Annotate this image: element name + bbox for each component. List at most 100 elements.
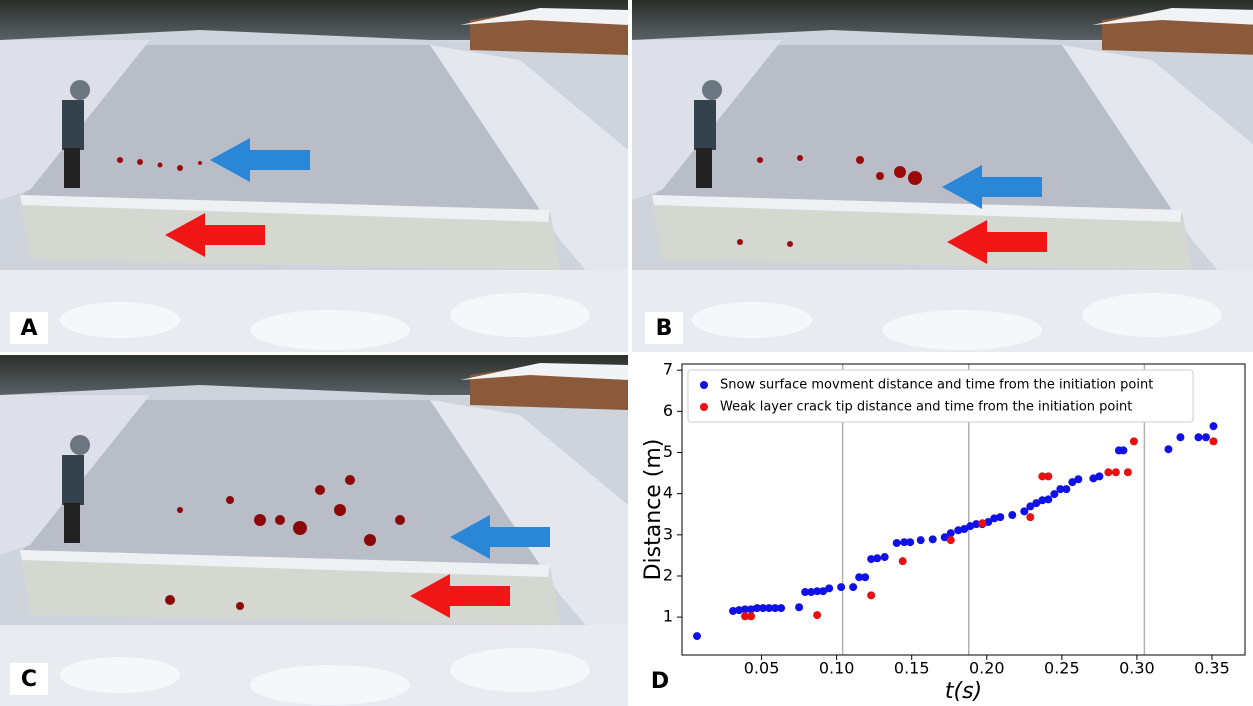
point bbox=[940, 533, 949, 542]
point bbox=[867, 591, 876, 600]
point bbox=[1201, 433, 1210, 442]
point bbox=[990, 514, 999, 523]
point bbox=[693, 632, 702, 641]
point bbox=[1044, 472, 1053, 481]
chart: 0.05 0.10 0.15 0.20 0.25 0.30 0.35 1 2 3 4 5 6 7 t(s) D… bbox=[641, 360, 1246, 704]
point bbox=[984, 518, 993, 527]
y-tick-label: 3 bbox=[663, 524, 673, 543]
point bbox=[801, 588, 810, 597]
point bbox=[1095, 472, 1104, 481]
y-tick-label: 4 bbox=[663, 483, 673, 502]
point bbox=[1038, 496, 1047, 505]
panel-label: B bbox=[656, 316, 673, 341]
point bbox=[1164, 445, 1173, 454]
point bbox=[1089, 474, 1098, 483]
x-tick-label: 0.05 bbox=[744, 659, 780, 678]
point bbox=[892, 539, 901, 548]
point bbox=[1044, 495, 1053, 504]
point bbox=[1104, 468, 1113, 477]
point bbox=[759, 604, 768, 613]
point bbox=[906, 538, 915, 547]
point bbox=[972, 520, 981, 529]
point bbox=[825, 584, 834, 593]
point bbox=[916, 536, 925, 545]
point bbox=[946, 536, 955, 545]
point bbox=[867, 555, 876, 564]
point bbox=[1038, 472, 1047, 481]
legend-label: Snow surface movment distance and time f… bbox=[720, 378, 1153, 393]
point bbox=[960, 525, 969, 534]
point bbox=[777, 604, 786, 613]
point bbox=[1119, 446, 1128, 455]
point bbox=[978, 519, 987, 528]
point bbox=[1129, 437, 1138, 446]
x-tick-label: 0.30 bbox=[1119, 659, 1155, 678]
point bbox=[900, 538, 909, 547]
y-tick-label: 6 bbox=[663, 401, 673, 420]
legend-marker bbox=[700, 403, 708, 411]
point bbox=[873, 554, 882, 563]
x-axis-label: t(s) bbox=[945, 679, 982, 704]
point bbox=[747, 605, 756, 614]
point bbox=[1123, 468, 1132, 477]
point bbox=[880, 553, 889, 562]
point bbox=[996, 513, 1005, 522]
panel-label: D bbox=[651, 669, 669, 694]
point bbox=[807, 588, 816, 597]
point bbox=[1032, 499, 1041, 508]
x-tick-label: 0.15 bbox=[894, 659, 930, 678]
point bbox=[753, 604, 762, 613]
point bbox=[1008, 511, 1017, 520]
legend-box bbox=[687, 369, 1194, 423]
point bbox=[898, 557, 907, 566]
point bbox=[837, 583, 846, 592]
point bbox=[954, 526, 963, 535]
plot-frame bbox=[681, 363, 1246, 656]
y-tick-label: 7 bbox=[663, 360, 673, 379]
point bbox=[928, 535, 937, 544]
photo-a: A bbox=[0, 0, 628, 352]
point bbox=[813, 587, 822, 596]
y-axis-label: Distance (m) bbox=[641, 439, 666, 581]
point bbox=[1050, 490, 1059, 499]
legend-marker bbox=[700, 381, 708, 389]
photo-b: B bbox=[632, 0, 1253, 352]
point bbox=[1026, 513, 1035, 522]
point bbox=[946, 529, 955, 538]
photo-c: C bbox=[0, 355, 628, 706]
point bbox=[819, 587, 828, 596]
y-tick-label: 2 bbox=[663, 565, 673, 584]
point bbox=[741, 612, 750, 621]
legend-label: Weak layer crack tip distance and time f… bbox=[720, 400, 1132, 415]
x-tick-label: 0.25 bbox=[1044, 659, 1080, 678]
point bbox=[735, 606, 744, 615]
point bbox=[966, 522, 975, 531]
point bbox=[1062, 485, 1071, 494]
point bbox=[861, 573, 870, 582]
y-tick-label: 1 bbox=[663, 607, 673, 626]
point bbox=[813, 611, 822, 620]
x-tick-label: 0.20 bbox=[969, 659, 1005, 678]
point bbox=[1068, 478, 1077, 487]
point bbox=[855, 573, 864, 582]
point bbox=[771, 604, 780, 613]
panel-label: A bbox=[20, 316, 37, 341]
point bbox=[1020, 507, 1029, 516]
point bbox=[1209, 437, 1218, 446]
x-tick-label: 0.35 bbox=[1194, 659, 1230, 678]
panel-label: C bbox=[21, 667, 37, 692]
point bbox=[765, 604, 774, 613]
point bbox=[1194, 433, 1203, 442]
point bbox=[747, 612, 756, 621]
point bbox=[741, 605, 750, 614]
point bbox=[1176, 433, 1185, 442]
y-tick-label: 5 bbox=[663, 442, 673, 461]
point bbox=[729, 606, 738, 615]
point bbox=[1056, 485, 1065, 494]
point bbox=[1074, 475, 1083, 484]
point bbox=[795, 603, 804, 612]
point bbox=[1209, 422, 1218, 431]
point bbox=[1026, 502, 1035, 511]
x-tick-label: 0.10 bbox=[819, 659, 855, 678]
